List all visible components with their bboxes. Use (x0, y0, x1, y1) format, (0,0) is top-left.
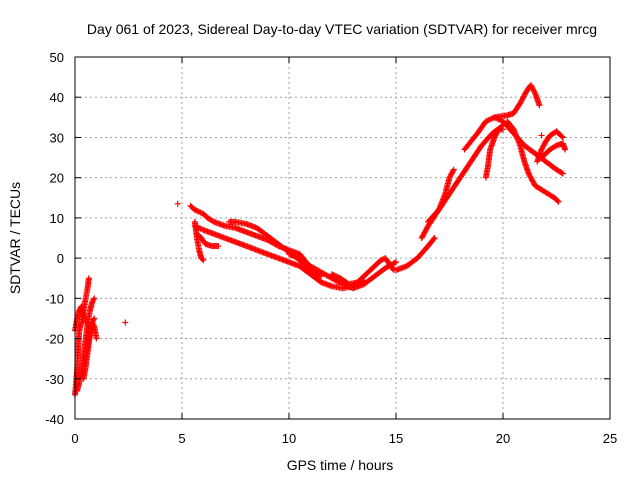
series-arc-n (504, 118, 562, 205)
series-arc-k (461, 82, 543, 153)
data-point (85, 275, 92, 282)
data-point (558, 133, 565, 140)
data-point (90, 322, 97, 329)
data-point (430, 236, 437, 243)
data-point (450, 167, 457, 174)
y-tick-label: 0 (57, 251, 64, 266)
y-tick-label: 10 (50, 211, 64, 226)
data-point (393, 259, 399, 266)
axis-ticks (74, 56, 611, 420)
y-tick-label: -10 (45, 291, 64, 306)
data-point (500, 126, 506, 133)
data-point (555, 198, 562, 205)
y-axis-label: SDTVAR / TECUs (7, 182, 23, 294)
data-point (199, 256, 206, 263)
data-point (122, 319, 129, 326)
data-point (431, 235, 438, 241)
x-tick-label: 0 (71, 431, 78, 446)
data-point (558, 169, 565, 176)
x-tick-label: 15 (389, 431, 403, 446)
chart-title: Day 061 of 2023, Sidereal Day-to-day VTE… (87, 21, 597, 37)
series-arc-d (191, 218, 207, 264)
x-tick-label: 10 (282, 431, 296, 446)
data-point (559, 134, 566, 141)
y-tick-labels: -40 -30 -20 -10 0 10 20 30 40 50 (45, 50, 64, 427)
data-point (91, 315, 98, 322)
data-points (72, 82, 569, 398)
y-tick-label: -30 (45, 372, 64, 387)
data-point (562, 146, 569, 153)
data-point (93, 335, 100, 342)
series-arc-early-5 (82, 319, 100, 358)
x-tick-labels: 0 5 10 15 20 25 (71, 431, 617, 446)
series-arc-j (425, 166, 457, 225)
data-point (91, 295, 98, 302)
y-tick-label: 30 (50, 130, 64, 145)
data-point (90, 296, 97, 303)
data-point (531, 88, 538, 95)
series-arc-early-2 (72, 303, 89, 334)
y-tick-label: 20 (50, 171, 64, 186)
data-point (215, 243, 222, 250)
data-point (391, 259, 398, 266)
x-axis-label: GPS time / hours (287, 457, 394, 473)
data-point (174, 200, 181, 207)
data-point (450, 166, 457, 173)
x-tick-label: 20 (496, 431, 510, 446)
series-arc-p (538, 140, 569, 161)
y-tick-label: -40 (45, 412, 64, 427)
series-isolated-1 (122, 319, 129, 326)
series-isolated-2 (174, 200, 181, 207)
grid-lines (75, 57, 610, 419)
plot-frame (74, 56, 611, 420)
data-point (209, 218, 216, 225)
data-point (536, 102, 543, 109)
y-tick-label: -20 (45, 332, 64, 347)
series-arc-h (393, 235, 438, 274)
data-point (200, 257, 207, 264)
series-isolated-3 (538, 132, 545, 139)
y-tick-label: 40 (50, 90, 64, 105)
series-arc-l (482, 126, 506, 181)
series-arc-o (534, 128, 566, 165)
data-point (559, 170, 566, 177)
x-tick-label: 25 (603, 431, 617, 446)
data-point (390, 265, 397, 272)
y-tick-label: 50 (50, 50, 64, 65)
data-point (554, 197, 561, 204)
data-point (538, 132, 545, 139)
x-tick-label: 5 (178, 431, 185, 446)
